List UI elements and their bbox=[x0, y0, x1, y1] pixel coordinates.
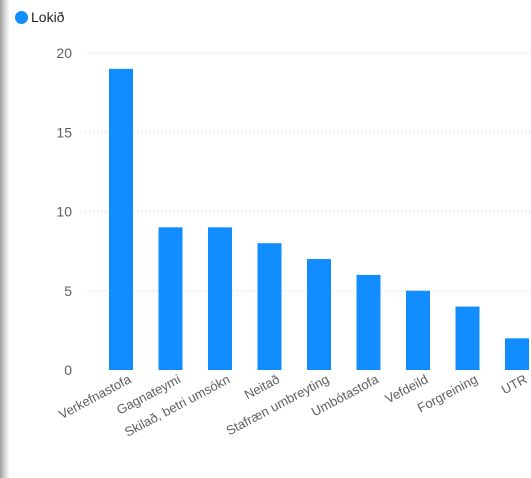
bars bbox=[109, 68, 529, 370]
bar[interactable] bbox=[257, 243, 282, 370]
window-edge-shadow bbox=[0, 0, 9, 478]
bar[interactable] bbox=[158, 227, 183, 370]
bar[interactable] bbox=[505, 338, 529, 370]
bar[interactable] bbox=[109, 68, 133, 370]
y-tick-label: 5 bbox=[64, 283, 72, 299]
legend-label: Lokið bbox=[31, 9, 65, 25]
bar[interactable] bbox=[356, 274, 381, 370]
y-tick-label: 15 bbox=[56, 124, 72, 140]
bar[interactable] bbox=[307, 259, 331, 370]
y-axis: 0 5 10 15 20 bbox=[56, 45, 72, 378]
bar[interactable] bbox=[208, 227, 232, 370]
y-tick-label: 0 bbox=[64, 362, 72, 378]
y-tick-label: 10 bbox=[56, 204, 72, 220]
y-tick-label: 20 bbox=[56, 45, 72, 61]
bar[interactable] bbox=[455, 306, 480, 370]
legend-marker bbox=[15, 10, 28, 24]
bar[interactable] bbox=[406, 290, 430, 370]
x-tick-label: UTR bbox=[499, 371, 530, 397]
legend[interactable]: Lokið bbox=[15, 9, 64, 25]
gridlines bbox=[85, 52, 531, 292]
